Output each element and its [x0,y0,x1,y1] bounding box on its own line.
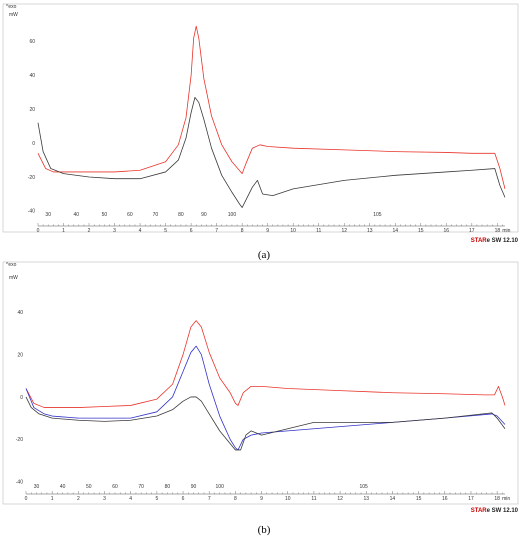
temperature-label: 30 [34,484,40,490]
y-tick-label: 60 [29,39,35,45]
exo-label: ^exo [6,4,17,10]
y-tick-label: 0 [20,395,23,401]
software-version: e SW 12.10 [487,508,519,514]
x-unit-label: min [502,228,510,234]
temperature-label: 50 [102,212,108,218]
x-tick-label: 6 [190,228,193,234]
x-tick-label: 10 [290,228,296,234]
x-tick-label: 13 [363,496,369,502]
x-tick-label: 14 [390,496,396,502]
software-brand: STAR [471,238,488,244]
x-tick-label: 4 [129,496,132,502]
y-tick-label: -20 [16,437,23,443]
temperature-label: 60 [112,484,118,490]
x-tick-label: 4 [139,228,142,234]
x-tick-label: 5 [155,496,158,502]
x-tick-label: 9 [266,228,269,234]
software-version: e SW 12.10 [487,238,519,244]
x-tick-label: 0 [25,496,28,502]
panel-frame [2,261,519,505]
temperature-label: 80 [178,212,184,218]
software-label: STARe SW 12.10 [471,508,519,514]
x-tick-label: 1 [51,496,54,502]
temperature-label: 70 [153,212,159,218]
temperature-label: 30 [45,212,51,218]
software-label: STARe SW 12.10 [471,238,519,244]
temperature-label: 100 [216,484,225,490]
x-tick-label: 14 [392,228,398,234]
x-tick-label: 1 [62,228,65,234]
temperature-label: 105 [359,484,368,490]
x-tick-label: 16 [444,228,450,234]
temperature-label: 40 [60,484,66,490]
x-tick-label: 9 [260,496,263,502]
temperature-label: 50 [86,484,92,490]
x-tick-label: 11 [316,228,321,234]
series-line-2 [37,96,506,208]
y-tick-label: 20 [29,107,35,113]
x-tick-label: 16 [442,496,448,502]
temperature-label: 105 [373,212,382,218]
x-tick-label: 5 [164,228,167,234]
x-tick-label: 3 [103,496,106,502]
x-tick-label: 6 [182,496,185,502]
exo-label: ^exo [6,262,17,268]
x-tick-label: 11 [311,496,316,502]
x-tick-label: 2 [77,496,80,502]
x-tick-label: 7 [208,496,211,502]
x-tick-label: 17 [469,228,475,234]
x-tick-label: 15 [416,496,422,502]
temperature-label: 70 [138,484,144,490]
temperature-label: 80 [165,484,171,490]
x-tick-label: 18 [495,228,501,234]
series-line-1 [37,25,506,189]
y-tick-label: -20 [28,175,35,181]
series-line-1 [25,320,506,408]
series-line-3 [25,396,506,451]
software-brand: STAR [471,508,488,514]
panel-frame [2,3,519,233]
y-tick-label: 0 [32,141,35,147]
y-tick-label: 40 [29,73,35,79]
y-axis-label: mW [9,12,18,18]
x-tick-label: 15 [418,228,424,234]
x-tick-label: 12 [341,228,347,234]
panel-caption: (b) [258,524,271,536]
temperature-label: 100 [228,212,237,218]
x-tick-label: 2 [88,228,91,234]
x-unit-label: min [502,496,510,502]
x-tick-label: 3 [113,228,116,234]
y-tick-label: -40 [28,209,35,215]
x-tick-label: 0 [37,228,40,234]
x-tick-label: 8 [234,496,237,502]
temperature-label: 60 [127,212,133,218]
y-tick-label: 20 [17,352,23,358]
x-tick-label: 18 [494,496,500,502]
series-line-2 [25,345,506,451]
y-tick-label: 40 [17,310,23,316]
y-tick-label: -40 [16,480,23,486]
panel-caption: (a) [258,249,271,261]
temperature-label: 90 [191,484,197,490]
x-tick-label: 8 [241,228,244,234]
temperature-label: 90 [201,212,207,218]
x-tick-label: 13 [367,228,373,234]
x-tick-label: 10 [285,496,291,502]
x-tick-label: 12 [337,496,343,502]
x-tick-label: 17 [468,496,474,502]
y-axis-label: mW [9,275,18,281]
temperature-label: 40 [73,212,79,218]
x-tick-label: 7 [215,228,218,234]
